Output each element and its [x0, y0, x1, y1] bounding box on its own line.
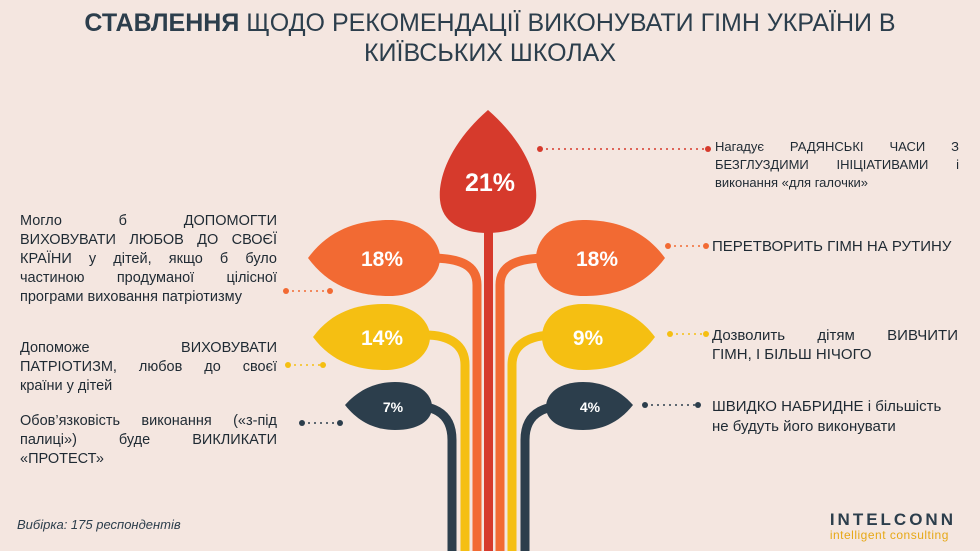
dot: [337, 420, 343, 426]
dot: [667, 331, 673, 337]
dot: [703, 243, 709, 249]
dot: [705, 146, 711, 152]
label-top-line: БЕЗГЛУЗДИМИ ІНІЦІАТИВАМИ і: [715, 157, 959, 172]
leaf-dark-left: [345, 382, 432, 430]
label-left-1-line: КРАЇНИ у дітей, якщо б було: [20, 251, 277, 267]
label-right-3-line: не будуть його виконувати: [712, 418, 896, 435]
sample-footnote: Вибірка: 175 респондентів: [17, 517, 181, 532]
leaf-orange-left: [308, 220, 440, 296]
leaf-dark-right: [546, 382, 633, 430]
logo-tagline: intelligent consulting: [829, 528, 949, 542]
logo-name: INTELCONN: [829, 510, 956, 529]
company-logo: INTELCONN intelligent consulting: [830, 510, 956, 542]
dot: [665, 243, 671, 249]
label-left-3-line: палиці») буде ВИКЛИКАТИ: [20, 432, 277, 448]
leaf-top: [439, 110, 537, 233]
label-left-1-line: ВИХОВУВАТИ ЛЮБОВ ДО СВОЄЇ: [20, 232, 277, 248]
label-left-3-line: Обов’язковість виконання («з-під: [20, 413, 277, 429]
page-title: СТАВЛЕННЯ ЩОДО РЕКОМЕНДАЦІЇ ВИКОНУВАТИ Г…: [0, 8, 980, 68]
label-left-1: Могло б ДОПОМОГТИ ВИХОВУВАТИ ЛЮБОВ ДО СВ…: [20, 212, 277, 307]
dot: [642, 402, 648, 408]
dot: [695, 402, 701, 408]
title-bold: СТАВЛЕННЯ: [84, 9, 240, 37]
connectors: [286, 148, 708, 424]
value-labels: 21% 18% 18% 14% 9% 7% 4%: [361, 169, 618, 415]
leaf-orange-right: [536, 220, 665, 296]
label-top: Нагадує РАДЯНСЬКІ ЧАСИ З БЕЗГЛУЗДИМИ ІНІ…: [715, 138, 959, 192]
label-left-3-line: «ПРОТЕСТ»: [20, 451, 104, 467]
label-right-1: ПЕРЕТВОРИТЬ ГІМН НА РУТИНУ: [712, 238, 952, 255]
leaf-yellow-right: [542, 304, 655, 370]
label-left-3: Обов’язковість виконання («з-під палиці»…: [20, 412, 277, 469]
dot: [703, 331, 709, 337]
value-label-left-1: 18%: [361, 248, 403, 271]
dot: [283, 288, 289, 294]
label-right-2: Дозволить дітям ВИВЧИТИ ГІМН, І БІЛЬШ НІ…: [712, 326, 958, 364]
label-left-2-line: Допоможе ВИХОВУВАТИ: [20, 340, 277, 356]
dot: [299, 420, 305, 426]
stem-yellow-left: [424, 330, 470, 551]
label-top-line: виконання «для галочки»: [715, 175, 869, 190]
dot: [285, 362, 291, 368]
value-label-right-2: 9%: [573, 327, 604, 350]
label-right-3: ШВИДКО НАБРИДНЕ і більшість не будуть йо…: [712, 397, 941, 437]
value-label-top: 21%: [465, 169, 515, 197]
value-label-right-1: 18%: [576, 248, 618, 271]
value-label-left-3: 7%: [383, 399, 404, 415]
value-label-left-2: 14%: [361, 327, 403, 350]
label-left-2: Допоможе ВИХОВУВАТИ ПАТРІОТИЗМ, любов до…: [20, 339, 277, 396]
title-line2: КИЇВСЬКИХ ШКОЛАХ: [363, 39, 617, 67]
dot: [537, 146, 543, 152]
label-right-2-line: ГІМН, І БІЛЬШ НІЧОГО: [712, 346, 872, 363]
label-right-2-line: Дозволить дітям ВИВЧИТИ: [712, 327, 958, 344]
dot: [327, 288, 333, 294]
label-left-1-line: Могло б ДОПОМОГТИ: [20, 213, 277, 229]
title-rest: ЩОДО РЕКОМЕНДАЦІЇ ВИКОНУВАТИ ГІМН УКРАЇН…: [246, 9, 896, 37]
label-left-2-line: країни у дітей: [20, 378, 113, 394]
connector-dots: [283, 146, 711, 426]
stem-yellow-right: [507, 330, 556, 551]
dot: [320, 362, 326, 368]
label-top-line: Нагадує РАДЯНСЬКІ ЧАСИ З: [715, 139, 959, 154]
label-left-1-line: програми виховання патріотизму: [20, 289, 242, 305]
value-label-right-3: 4%: [580, 399, 601, 415]
label-right-3-line: ШВИДКО НАБРИДНЕ і більшість: [712, 398, 942, 415]
label-left-1-line: частиною продуманої цілісної: [20, 270, 277, 286]
label-left-2-line: ПАТРІОТИЗМ, любов до своєї: [20, 359, 277, 375]
leaf-yellow-left: [313, 304, 430, 370]
